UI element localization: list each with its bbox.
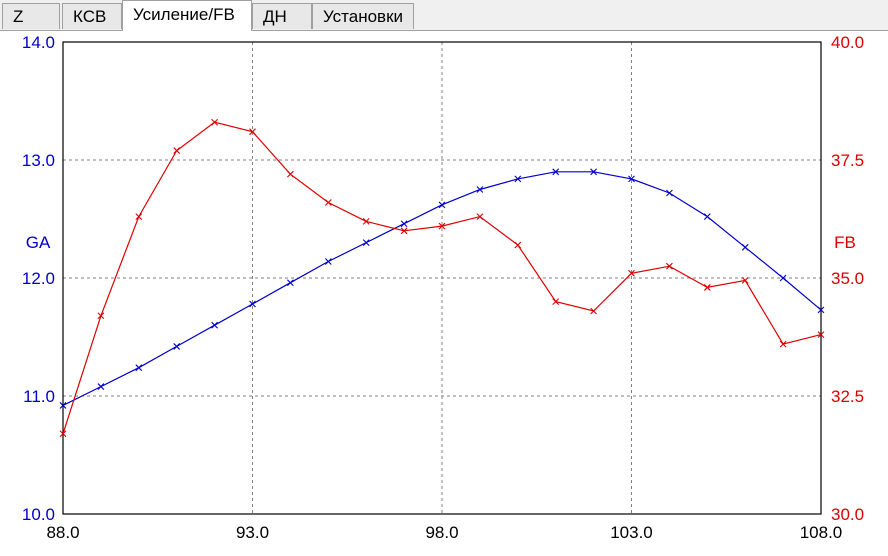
data-point-marker xyxy=(590,168,597,176)
data-point-marker xyxy=(59,402,67,409)
data-point-marker xyxy=(324,258,332,265)
data-point-marker xyxy=(779,274,787,282)
data-point-marker xyxy=(552,298,560,305)
data-point-marker xyxy=(817,331,825,339)
tab-z[interactable]: Z xyxy=(2,3,60,29)
data-point-marker xyxy=(514,175,522,183)
tick-layer: 10.0 30.0 11.0 32.5 12.0 35.0 13.0 37.5 14.0 40.0… xyxy=(22,33,864,542)
data-point-marker xyxy=(324,199,332,206)
data-point-marker xyxy=(362,217,370,225)
data-point-marker xyxy=(552,168,560,176)
plot-frame xyxy=(62,41,822,515)
y-left-tick-label: 13.0 xyxy=(22,151,55,170)
data-point-marker xyxy=(211,118,218,126)
data-point-marker xyxy=(779,340,787,348)
data-point-marker xyxy=(438,222,446,230)
data-point-marker xyxy=(59,430,67,438)
data-point-marker xyxy=(703,213,711,221)
tab-settings[interactable]: Установки xyxy=(312,3,414,29)
data-point-marker xyxy=(666,262,673,270)
y-axis-right-label: FB xyxy=(834,233,856,252)
data-point-marker xyxy=(741,243,749,251)
data-point-marker xyxy=(476,186,484,193)
x-tick-label: 108.0 xyxy=(800,523,843,542)
y-left-tick-label: 14.0 xyxy=(22,33,55,52)
grid-layer xyxy=(63,42,821,514)
series-ga xyxy=(59,168,825,409)
data-point-marker xyxy=(135,213,143,221)
series-fb xyxy=(59,118,825,438)
data-point-marker xyxy=(628,175,635,183)
y-left-tick-label: 10.0 xyxy=(22,505,55,524)
y-right-tick-label: 32.5 xyxy=(831,387,864,406)
data-point-marker xyxy=(249,300,256,308)
tab-bar: Z КСВ Усиление/FB ДН Установки xyxy=(0,0,888,31)
data-point-marker xyxy=(287,279,294,287)
data-point-marker xyxy=(817,306,825,314)
tab-ksv[interactable]: КСВ xyxy=(62,3,122,29)
y-axis-left-label: GA xyxy=(26,233,51,252)
y-right-tick-label: 40.0 xyxy=(831,33,864,52)
data-point-marker xyxy=(97,312,105,320)
data-point-marker xyxy=(400,227,408,235)
y-right-tick-label: 35.0 xyxy=(831,269,864,288)
y-right-tick-label: 37.5 xyxy=(831,151,864,170)
data-point-marker xyxy=(400,220,408,228)
tab-gain-fb[interactable]: Усиление/FB xyxy=(122,0,252,31)
data-point-marker xyxy=(173,343,181,350)
data-point-marker xyxy=(514,241,522,249)
y-left-tick-label: 12.0 xyxy=(22,269,55,288)
data-point-marker xyxy=(173,147,181,154)
data-point-marker xyxy=(249,128,256,136)
x-tick-label: 93.0 xyxy=(236,523,269,542)
data-point-marker xyxy=(211,321,218,329)
data-point-marker xyxy=(135,364,143,372)
data-point-marker xyxy=(476,213,484,221)
data-point-marker xyxy=(438,201,446,209)
data-point-marker xyxy=(590,307,597,315)
data-point-marker xyxy=(287,170,294,178)
y-right-tick-label: 30.0 xyxy=(831,505,864,524)
data-point-marker xyxy=(741,276,749,284)
x-tick-label: 98.0 xyxy=(425,523,458,542)
data-point-marker xyxy=(362,239,370,246)
data-point-marker xyxy=(703,284,711,291)
data-point-marker xyxy=(666,189,673,197)
x-tick-label: 103.0 xyxy=(610,523,653,542)
tab-dn[interactable]: ДН xyxy=(252,3,312,29)
data-point-marker xyxy=(628,269,635,277)
y-left-tick-label: 11.0 xyxy=(23,387,55,406)
data-point-marker xyxy=(97,383,105,390)
x-tick-label: 88.0 xyxy=(46,523,79,542)
series-layer xyxy=(59,118,825,438)
